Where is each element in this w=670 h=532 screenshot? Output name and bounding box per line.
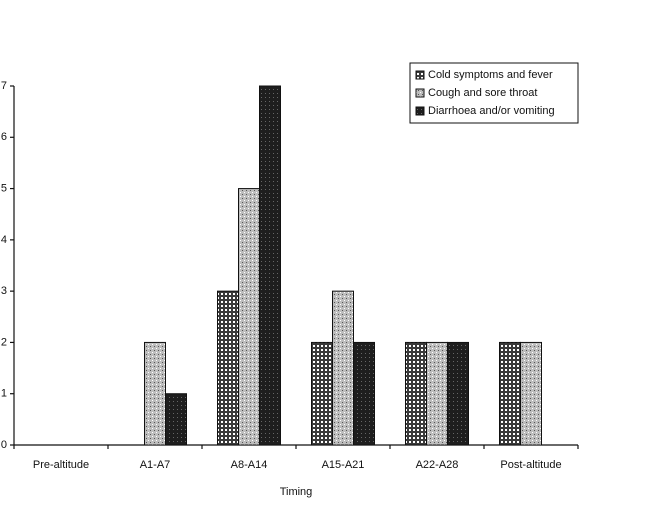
legend-label: Cold symptoms and fever [428,69,553,81]
legend-box [409,62,579,124]
x-tick-label: Post-altitude [500,459,561,471]
bar [499,341,521,446]
bar [144,341,166,446]
bar [165,393,187,446]
x-tick-label: A1-A7 [140,459,171,471]
legend-label: Diarrhoea and/or vomiting [428,105,555,117]
x-tick-label: A22-A28 [416,459,459,471]
bar [353,341,375,446]
y-tick-label: 6 [1,131,7,143]
bar [426,341,448,446]
bar [332,290,354,446]
x-tick-label: A8-A14 [231,459,268,471]
legend-swatch [415,88,425,98]
y-tick-label: 5 [1,182,7,194]
bar [259,85,281,446]
x-tick-label: A15-A21 [322,459,365,471]
y-tick-label: 0 [1,439,7,451]
bar [405,341,427,446]
y-tick-label: 3 [1,285,7,297]
y-tick-label: 2 [1,336,7,348]
y-tick-label: 4 [1,234,7,246]
bar [238,188,260,446]
legend-swatch [415,106,425,116]
bar [520,341,542,446]
bar [311,341,333,446]
bar [447,341,469,446]
legend-label: Cough and sore throat [428,87,537,99]
x-tick-label: Pre-altitude [33,459,89,471]
legend-swatch [415,70,425,80]
y-tick-label: 7 [1,80,7,92]
y-tick-label: 1 [1,388,7,400]
bar [217,290,239,446]
x-axis-label: Timing [280,486,313,498]
